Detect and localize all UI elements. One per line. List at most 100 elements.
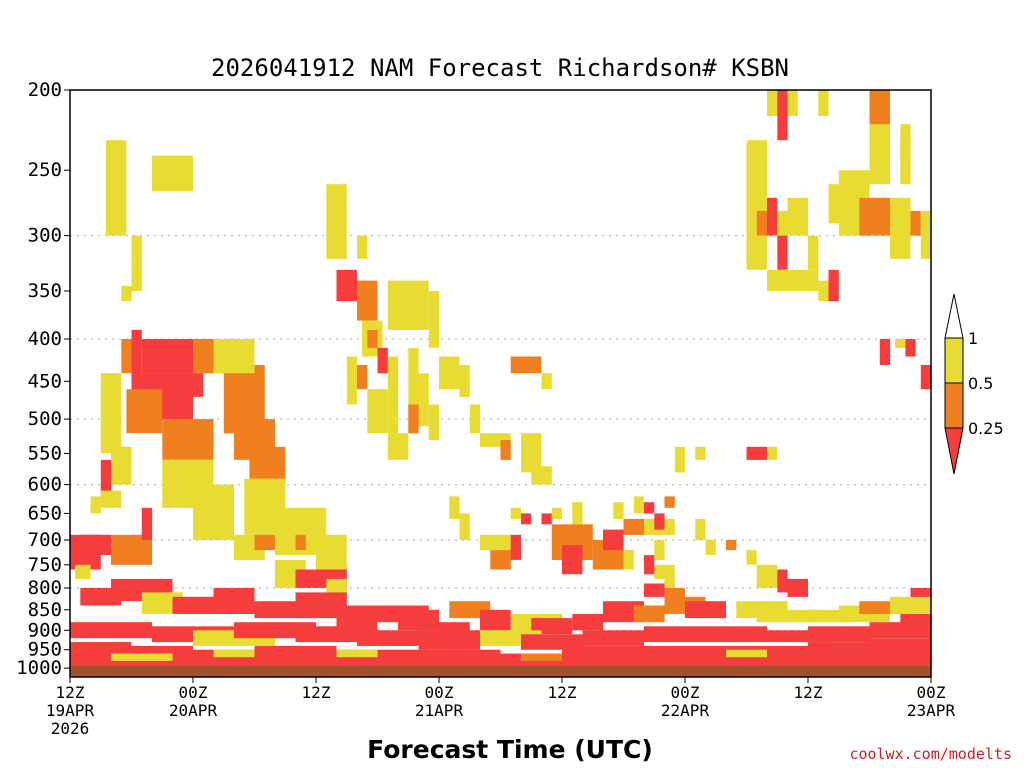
ri-cell-130: [828, 184, 849, 224]
ri-cell-194: [213, 649, 255, 658]
ri-cell-86: [654, 564, 675, 579]
site-credit: coolwx.com/modelts: [849, 745, 1012, 763]
ri-cell-127: [905, 339, 916, 357]
ri-cell-5: [131, 329, 142, 397]
ri-cell-71: [551, 507, 563, 519]
ri-cell-119: [859, 197, 891, 236]
ytick-label-250: 250: [28, 159, 62, 181]
ri-cell-95: [746, 446, 767, 460]
ri-cell-41: [357, 280, 378, 321]
ri-cell-56: [469, 404, 481, 434]
ri-cell-158: [808, 609, 849, 623]
ri-cell-93: [705, 540, 716, 556]
ytick-label-450: 450: [28, 370, 62, 392]
ri-cell-161: [890, 596, 931, 614]
ri-cell-105: [777, 210, 788, 236]
y-axis-ticks: 200 250 300 350 400 450 500 550 600 650 700 7508008…: [16, 79, 70, 679]
ytick-label-750: 750: [28, 554, 62, 576]
ri-cell-98: [746, 550, 757, 565]
colorbar-label-1: 1: [968, 329, 978, 348]
ri-cell-9: [121, 339, 132, 374]
ri-cell-57: [510, 356, 542, 374]
ri-cell-4: [131, 235, 142, 259]
ri-cell-49: [408, 347, 419, 374]
xtick-label-84-2: 23APR: [907, 701, 956, 720]
ri-cell-94: [695, 446, 706, 460]
ri-cell-80: [644, 502, 655, 514]
ri-cell-197: [726, 649, 767, 658]
ri-cell-29: [75, 564, 91, 579]
colorbar-label-0.25: 0.25: [968, 419, 1004, 438]
ri-cell-69: [521, 513, 532, 525]
ri-cell-43: [387, 280, 429, 330]
ri-cell-0: [105, 140, 127, 236]
xtick-label-48-1: 12Z: [548, 683, 577, 702]
ri-cell-61: [521, 433, 542, 473]
ri-cell-3: [121, 285, 132, 302]
ri-cell-125: [879, 339, 891, 365]
ri-cell-192: [70, 653, 931, 667]
ri-cell-53: [387, 433, 409, 460]
ri-cell-101: [787, 578, 808, 597]
ri-cell-58: [541, 373, 552, 390]
ri-cell-135: [377, 347, 388, 374]
xtick-label-0-1: 12Z: [56, 683, 85, 702]
ri-cell-140: [213, 588, 255, 614]
x-axis-label: Forecast Time (UTC): [367, 735, 653, 764]
ytick-label-850: 850: [28, 599, 62, 621]
ri-cell-87: [664, 578, 675, 588]
ri-cell-195: [336, 649, 378, 658]
ri-cell-23: [316, 534, 347, 570]
ri-cell-15: [249, 446, 286, 485]
ri-cell-51: [408, 404, 419, 434]
ri-cell-47: [367, 389, 388, 434]
ytick-label-200: 200: [28, 79, 62, 101]
ri-cell-39: [326, 184, 347, 259]
xtick-label-0-2: 19APR: [46, 701, 95, 720]
ytick-label-700: 700: [28, 529, 62, 551]
ri-cell-48: [387, 356, 399, 434]
ri-cell-70: [541, 513, 552, 525]
ri-cell-81: [623, 518, 644, 535]
xtick-label-84-1: 00Z: [917, 683, 946, 702]
ri-cell-122: [910, 210, 921, 236]
ri-cell-38: [336, 269, 357, 302]
ri-cell-117: [787, 90, 798, 116]
ytick-label-800: 800: [28, 577, 62, 599]
ri-cell-25: [254, 534, 275, 551]
ri-cell-52: [428, 404, 440, 441]
ri-cell-32: [100, 490, 122, 508]
richardson-cells: [70, 90, 932, 667]
ri-cell-62: [531, 466, 552, 485]
ri-cell-179: [869, 622, 931, 639]
ri-cell-66: [490, 550, 511, 570]
ri-cell-153: [633, 605, 665, 623]
ri-cell-132: [818, 90, 829, 116]
xtick-label-12-1: 00Z: [179, 683, 208, 702]
ri-cell-74: [562, 545, 583, 575]
ytick-label-350: 350: [28, 280, 62, 302]
ri-cell-37: [326, 578, 347, 593]
ri-cell-83: [654, 513, 665, 530]
ri-cell-18: [111, 446, 132, 485]
ri-cell-148: [480, 609, 511, 631]
ri-cell-12: [162, 419, 214, 460]
ytick-label-950: 950: [28, 639, 62, 661]
colorbar-swatch-0.25-0.5: [944, 382, 964, 429]
ri-cell-92: [695, 518, 706, 540]
xtick-label-12-2: 20APR: [169, 701, 218, 720]
ri-cell-79: [633, 496, 645, 514]
ri-cell-150: [531, 618, 573, 635]
ri-cell-44: [428, 291, 440, 348]
ri-cell-123: [920, 210, 932, 259]
colorbar-bottom-arrow: [944, 427, 964, 475]
ytick-label-600: 600: [28, 474, 62, 496]
ri-cell-134: [367, 329, 378, 348]
ri-cell-112: [818, 280, 829, 302]
ri-cell-176: [705, 626, 767, 643]
ri-cell-33: [90, 496, 101, 514]
ri-cell-40: [357, 235, 368, 259]
ri-cell-45: [346, 356, 358, 405]
ri-cell-96: [767, 446, 778, 460]
